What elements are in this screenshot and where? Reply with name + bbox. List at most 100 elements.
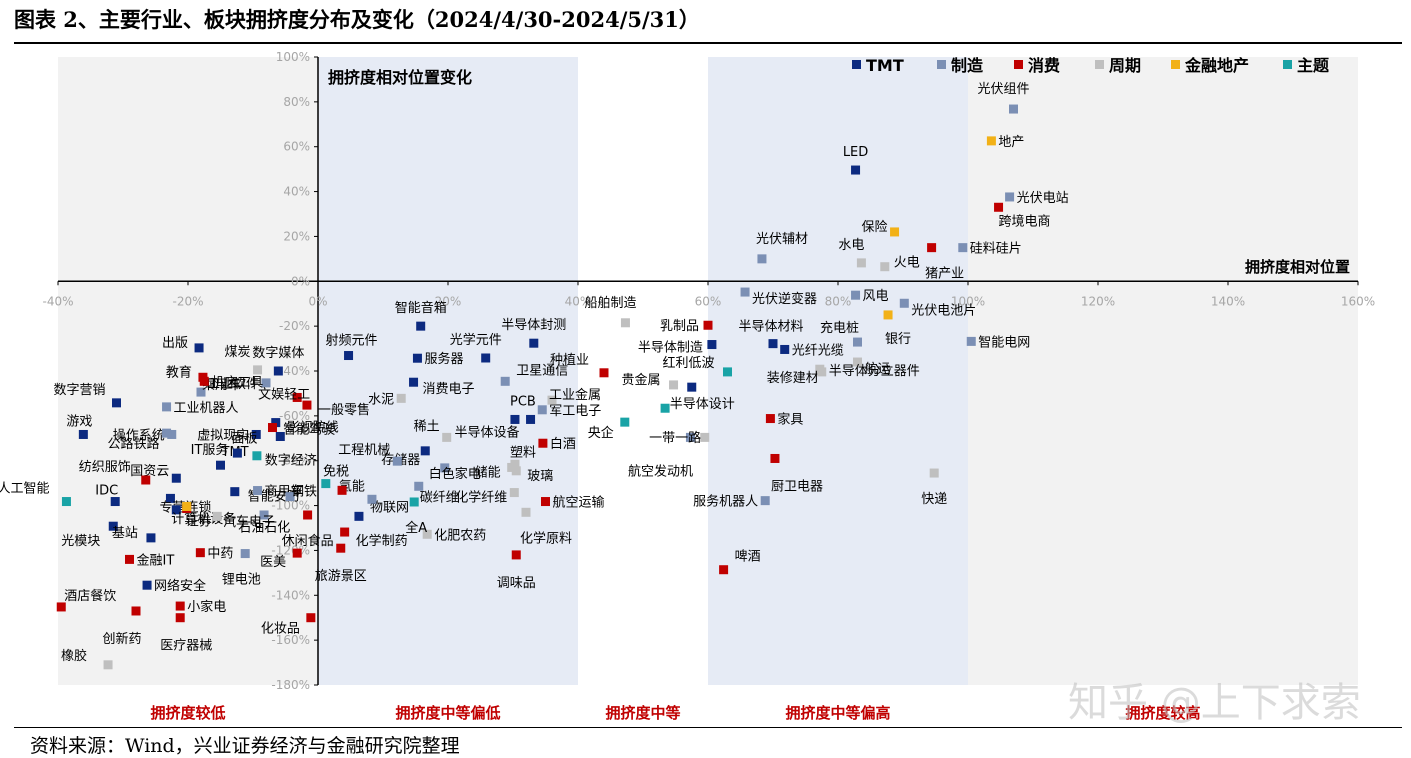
point-TMT-TMT [216, 460, 225, 470]
y-tick-label: 20% [283, 229, 310, 243]
legend-swatch [1283, 60, 1292, 69]
point-TMT-半导体制造 [707, 340, 717, 350]
point-消费-乳制品 [703, 320, 713, 330]
point-label: 水电 [838, 238, 864, 253]
point-label: 化学制药 [356, 533, 408, 549]
point-label: 化学纤维 [455, 490, 507, 506]
point-周期-水泥 [396, 393, 406, 403]
point-消费-纺织服饰 [141, 475, 151, 485]
point-label: 游戏 [66, 414, 92, 429]
point-label: 操作系统 [113, 427, 165, 443]
point-label: 火电 [894, 256, 920, 271]
legend-label: 消费 [1028, 56, 1060, 75]
point-label: 船舶制造 [584, 295, 636, 311]
point-制造-商用车 [253, 486, 263, 496]
x-tick-label: 100% [951, 294, 985, 308]
band-label-4: 拥挤度较高 [1125, 704, 1200, 722]
point-label: 物联网 [370, 500, 409, 515]
point-TMT-IDC [110, 497, 120, 507]
point-label: 化妆品 [261, 622, 300, 637]
point-label: 面板 [231, 432, 257, 447]
point-label: IDC [95, 484, 118, 499]
x-tick-label: -40% [42, 294, 73, 308]
point-label: LED [843, 145, 868, 160]
y-tick-label: -20% [279, 319, 310, 333]
point-TMT-物联网 [354, 511, 364, 521]
point-label: 银行 [885, 332, 911, 347]
point-label: 家具 [777, 412, 803, 428]
point-label: 航运 [865, 361, 891, 377]
legend-label: 金融地产 [1184, 56, 1249, 75]
point-label: 半导体设备 [455, 424, 520, 440]
legend: TMT 制造 消费 周期 金融地产 主题 [852, 56, 1330, 75]
point-label: 网络安全 [154, 578, 206, 594]
point-主题-红利低波 [723, 367, 732, 377]
point-消费-一般零售 [302, 400, 312, 410]
point-周期-煤炭 [253, 365, 263, 375]
point-label: 证券 [186, 513, 212, 529]
y-tick-label: 0% [291, 274, 310, 288]
x-tick-label: 160% [1341, 294, 1375, 308]
point-label: 休闲食品 [282, 533, 334, 549]
legend-swatch [1014, 60, 1023, 69]
point-消费-小家电 [175, 601, 185, 611]
point-label: 厨卫电器 [771, 479, 823, 494]
legend-swatch [1171, 60, 1180, 69]
legend-swatch [1095, 60, 1104, 69]
point-消费-猪产业 [927, 243, 937, 253]
point-TMT-国资云 [171, 473, 181, 483]
point-TMT-光模块 [108, 521, 118, 531]
point-周期-快递 [929, 468, 939, 478]
point-TMT-半导体封测 [529, 338, 539, 348]
point-label: 医疗器械 [160, 639, 212, 654]
point-label: 创新药 [102, 631, 141, 647]
point-label: 玻璃 [527, 469, 553, 484]
point-label: 金融IT [137, 552, 175, 568]
point-制造-碳纤维 [414, 481, 424, 491]
point-消费-机床工具 [199, 376, 209, 386]
top-rule [14, 42, 1402, 44]
point-label: 乳制品 [660, 319, 699, 334]
point-制造-光伏电池片 [899, 298, 909, 308]
point-TMT-智能安防 [230, 487, 240, 497]
point-label: 碳纤维 [420, 490, 459, 505]
x-tick-label: 140% [1211, 294, 1245, 308]
point-label: 半导体封测 [501, 318, 566, 333]
point-周期-橡胶 [103, 660, 113, 670]
legend-label: 主题 [1297, 56, 1330, 75]
point-制造-光伏组件 [1009, 104, 1018, 114]
point-label: 公路铁路 [108, 436, 160, 452]
point-周期-稀土 [442, 432, 452, 442]
point-label: PCB [510, 394, 536, 409]
point-label: 储能 [475, 465, 501, 480]
point-label: 煤炭 [225, 345, 251, 360]
point-label: 乘用车 [202, 377, 241, 393]
x-tick-label: -20% [172, 294, 203, 308]
point-label: 文娱轻工 [258, 387, 310, 402]
point-制造-硅料硅片 [958, 243, 968, 253]
axes: -40% -20% 0% 20% 40% 60% 80% 100% 120% 140% 160% 10… [42, 50, 1375, 692]
point-消费-中药 [195, 548, 205, 558]
point-TMT-虚拟现实 [251, 429, 261, 439]
point-label: 半导体分立器件 [829, 364, 920, 379]
point-label: 光伏逆变器 [752, 291, 817, 307]
point-周期-玻璃 [511, 466, 521, 476]
point-label: 光纤光缆 [792, 342, 844, 358]
point-制造-汽车电子 [259, 510, 269, 520]
legend-label: 周期 [1109, 56, 1141, 75]
y-tick-label: -140% [271, 588, 310, 602]
y-tick-label: -180% [271, 678, 310, 692]
point-制造-卫星通信 [500, 376, 510, 386]
y-tick-label: 100% [276, 50, 310, 64]
legend-label: TMT [866, 56, 904, 75]
point-消费-免税 [337, 485, 347, 495]
point-消费-跨境电商 [994, 202, 1004, 212]
point-消费-旅游景区 [336, 543, 346, 553]
point-TMT-智能驾驶 [275, 431, 285, 441]
point-label: 光伏电池片 [911, 303, 976, 318]
point-label: 数字营销 [53, 383, 105, 398]
point-主题-全A [409, 497, 419, 507]
point-消费-啤酒 [719, 565, 729, 575]
point-label: 汽车电子 [223, 514, 275, 530]
